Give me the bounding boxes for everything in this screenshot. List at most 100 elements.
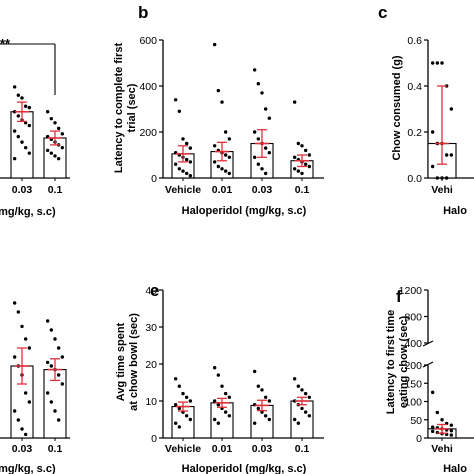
data-point [177, 384, 182, 388]
x-axis-label: Haloperidol (mg/kg, s.c) [182, 463, 307, 474]
data-point [303, 410, 308, 414]
x-axis-label: Halo [443, 205, 467, 217]
data-point [20, 324, 24, 329]
data-point [227, 137, 232, 141]
data-point [12, 409, 17, 413]
y-tick-label: 200 [139, 127, 157, 139]
data-point [430, 130, 435, 134]
data-point [296, 141, 301, 146]
data-point [27, 151, 32, 155]
data-point [449, 107, 454, 111]
x-axis-label: Haloperidol (mg/kg, s.c) [182, 205, 307, 217]
x-category-label: Vehicle [165, 443, 201, 455]
data-point [23, 337, 28, 341]
y-tick-label: 20 [145, 359, 157, 371]
panel-letter-b: b [138, 3, 148, 22]
y-tick-label: 150 [404, 378, 422, 390]
data-point [212, 399, 217, 403]
y-axis-label-line: Latency to complete first [113, 43, 125, 174]
data-point [430, 164, 435, 169]
data-point [16, 310, 21, 314]
data-point [227, 395, 232, 399]
y-axis-label: Latency to first timeeating chow (sec) [385, 310, 410, 415]
data-point [292, 167, 297, 171]
data-point [430, 429, 435, 434]
data-point [56, 156, 61, 161]
data-point [449, 423, 454, 427]
data-point [53, 154, 57, 158]
data-point [16, 114, 21, 118]
data-point [12, 355, 17, 359]
data-point [307, 153, 312, 157]
data-point [267, 417, 272, 422]
panel-f: f 0 50 100 150 200 400 800 1200 Latency to first … [385, 285, 474, 474]
panel-letter-e: e [150, 281, 159, 300]
data-point [177, 425, 182, 429]
data-point [53, 121, 57, 125]
data-point [260, 388, 264, 392]
data-point [188, 146, 193, 150]
data-point [440, 418, 444, 422]
data-point [267, 116, 272, 120]
data-point [292, 155, 297, 159]
data-point [440, 61, 444, 65]
x-axis-label: l (mg/kg, s.c) [0, 206, 56, 218]
data-point [303, 148, 308, 153]
x-category-label: Vehi [431, 443, 453, 455]
y-tick-label: 1200 [399, 285, 423, 297]
data-point [53, 337, 57, 341]
y-tick-label: 200 [404, 360, 422, 372]
data-point [300, 144, 304, 148]
data-point [16, 418, 21, 422]
data-point [449, 433, 454, 437]
data-point [173, 377, 178, 381]
panel-letter-f: f [396, 287, 402, 306]
data-point [444, 153, 449, 157]
data-point [12, 85, 17, 89]
y-tick-label: 400 [404, 338, 422, 350]
data-point [184, 141, 189, 146]
y-axis-label-line: Latency to first time [385, 310, 397, 415]
data-point [184, 157, 189, 162]
data-point [177, 406, 182, 411]
x-axis-label: Halo [443, 463, 467, 474]
data-point [173, 403, 178, 407]
data-point [20, 427, 24, 431]
data-point [267, 399, 272, 403]
data-point [256, 162, 261, 166]
data-point [177, 109, 182, 114]
data-point [449, 153, 454, 157]
data-point [292, 417, 297, 422]
data-point [49, 328, 54, 332]
data-point [263, 171, 268, 176]
data-point [435, 61, 440, 65]
data-point [56, 373, 61, 377]
data-point [430, 61, 435, 65]
data-point [60, 355, 65, 359]
data-point [56, 346, 61, 350]
data-point [27, 123, 32, 128]
y-tick-label: 10 [145, 396, 157, 408]
data-point [449, 429, 454, 433]
data-point [49, 400, 54, 404]
panel-letter-c: c [378, 3, 387, 22]
data-point [12, 129, 17, 133]
data-point [303, 391, 308, 396]
data-point [300, 388, 304, 392]
data-point [212, 417, 217, 422]
y-axis-label: Chow consumed (g) [391, 55, 403, 160]
data-point [56, 418, 61, 422]
data-point [296, 384, 301, 388]
data-point [49, 151, 54, 155]
data-point [256, 406, 261, 411]
y-tick-label: 0 [151, 433, 157, 445]
data-point [267, 151, 272, 155]
data-point [188, 160, 193, 164]
data-point [173, 162, 178, 166]
x-category-label: 0.1 [48, 443, 63, 455]
y-axis-label-line: Avg time spent [115, 322, 127, 401]
data-point [16, 134, 21, 139]
data-point [223, 391, 228, 396]
data-point [252, 130, 257, 134]
data-point [216, 164, 221, 169]
